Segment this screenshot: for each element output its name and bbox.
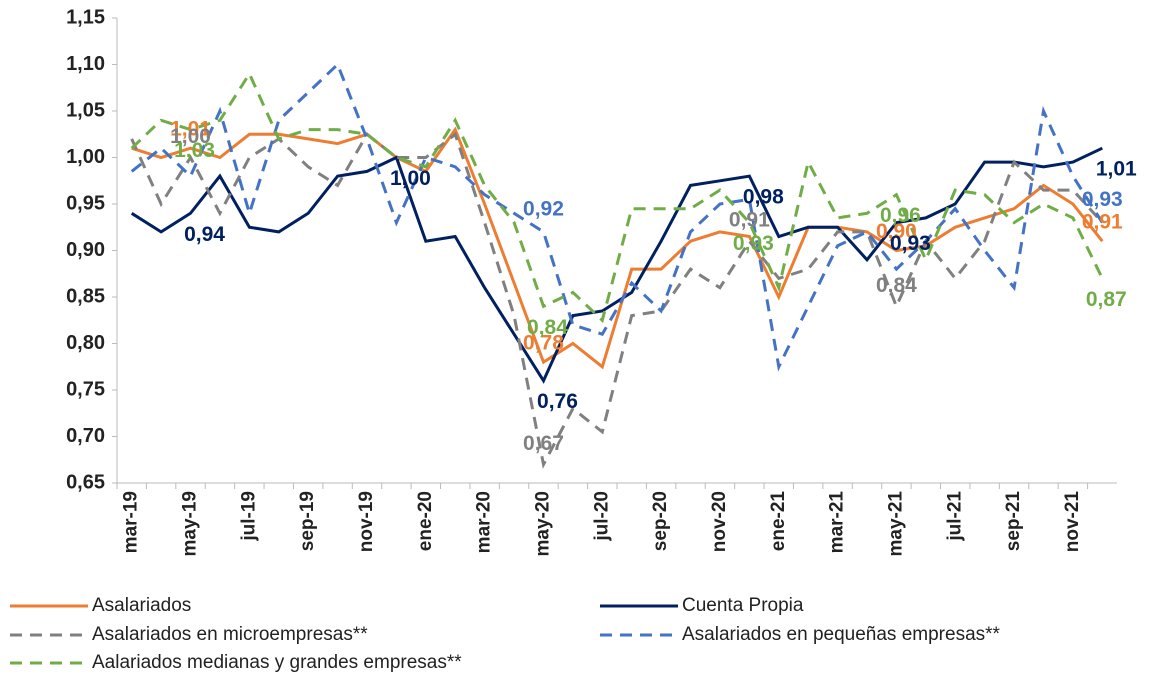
x-tick-label: may-19 [180, 491, 201, 557]
data-label: 0,93 [733, 232, 774, 255]
legend-label: Asalariados en pequeñas empresas** [682, 624, 1001, 645]
legend-label: Asalariados [92, 595, 191, 616]
data-label: 0,84 [876, 274, 917, 297]
data-label: 1,01 [170, 118, 211, 141]
y-tick-label: 0,95 [66, 192, 105, 214]
x-tick-label: nov-19 [356, 491, 377, 552]
y-tick-label: 1,15 [66, 6, 105, 28]
data-label: 0,98 [743, 186, 784, 209]
y-tick-label: 1,05 [66, 99, 105, 121]
x-tick-label: ene-21 [768, 491, 789, 552]
x-tick-label: ene-20 [415, 491, 436, 551]
data-label: 1,03 [174, 139, 215, 162]
data-label: 0,91 [729, 209, 770, 232]
x-tick-label: sep-19 [297, 491, 318, 551]
legend-label: Asalariados en microempresas** [92, 624, 368, 645]
data-label: 1,01 [1096, 158, 1137, 181]
y-tick-label: 1,10 [66, 53, 105, 75]
data-label: 0,96 [880, 204, 921, 227]
y-tick-label: 0,80 [66, 332, 105, 354]
x-tick-label: nov-21 [1062, 491, 1083, 553]
data-label: 0,84 [527, 316, 568, 339]
x-tick-label: mar-21 [827, 491, 848, 554]
x-tick-label: jul-21 [944, 491, 965, 542]
y-tick-label: 1,00 [66, 146, 105, 168]
data-label: 0,67 [523, 432, 564, 455]
data-label: 0,94 [184, 223, 225, 246]
data-label: 0,93 [1082, 188, 1123, 211]
data-label: 0,78 [523, 332, 564, 355]
x-tick-label: mar-20 [474, 491, 495, 553]
series-line [130, 61, 1104, 372]
series-line [131, 126, 1104, 370]
x-tick-label: jul-19 [238, 491, 259, 542]
x-tick-label: may-21 [885, 491, 906, 557]
legend-label: Cuenta Propia [682, 595, 804, 616]
data-label: 0,92 [523, 197, 564, 220]
data-label: 0,90 [876, 220, 917, 243]
x-tick-label: sep-20 [650, 491, 671, 551]
x-tick-label: nov-20 [709, 491, 730, 552]
series-line [130, 131, 1104, 469]
y-tick-label: 0,75 [66, 378, 105, 400]
legend-label: Aalariados medianas y grandes empresas** [92, 652, 462, 673]
data-label: 1,00 [390, 167, 431, 190]
series-line [130, 70, 1104, 324]
series-line [130, 146, 1103, 384]
data-label: 0,87 [1086, 288, 1127, 311]
x-tick-label: may-20 [532, 491, 553, 557]
x-tick-label: jul-20 [591, 491, 612, 542]
x-tick-label: sep-21 [1003, 491, 1024, 552]
data-label: 0,93 [890, 232, 931, 255]
y-tick-label: 0,90 [66, 239, 105, 261]
y-tick-label: 0,85 [66, 285, 105, 307]
y-tick-label: 0,70 [66, 425, 105, 447]
data-label: 0,76 [537, 390, 578, 413]
data-label: 0,91 [1082, 211, 1123, 234]
x-tick-label: mar-19 [121, 491, 142, 553]
data-label: 1,00 [170, 125, 211, 148]
y-tick-label: 0,65 [66, 471, 105, 493]
